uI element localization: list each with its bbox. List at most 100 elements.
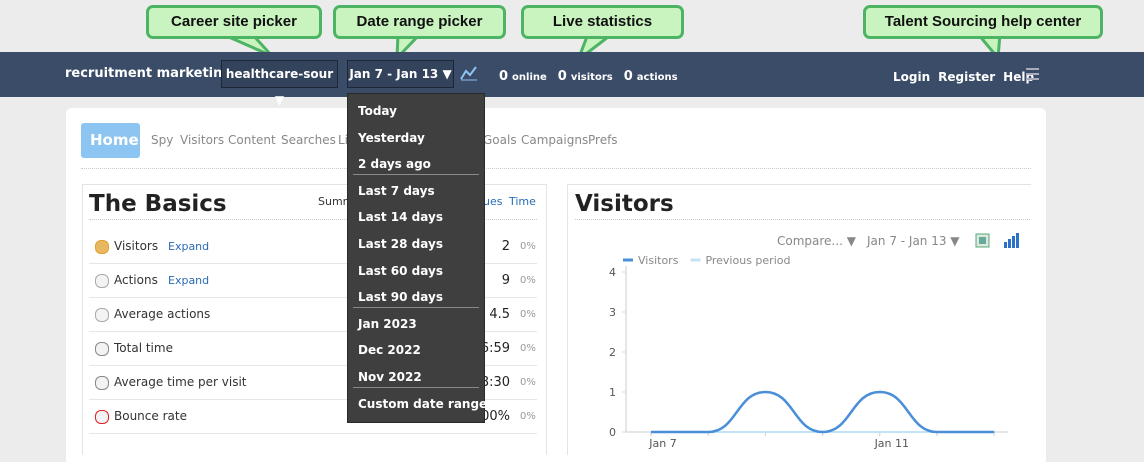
- compare-picker[interactable]: Compare... ▼: [777, 234, 856, 248]
- tab[interactable]: Li: [338, 133, 349, 147]
- bars-icon[interactable]: [1003, 233, 1019, 249]
- date-menu: Today Yesterday 2 days ago Last 7 days Last …: [347, 93, 501, 423]
- row-value: 8:30: [480, 375, 510, 390]
- export-icon[interactable]: [975, 233, 991, 249]
- tabs-divider: [81, 168, 1031, 169]
- menu-item[interactable]: Yesterday: [358, 130, 425, 145]
- callout: Career site picker: [146, 5, 322, 39]
- x-tick-label: Jan 7: [648, 437, 676, 450]
- menu-item[interactable]: Custom date range...: [358, 396, 501, 411]
- live-label: online: [512, 72, 547, 83]
- menu-separator: [353, 306, 479, 308]
- visitors-panel: [567, 184, 1031, 455]
- y-tick-label: 1: [609, 386, 616, 399]
- menu-item[interactable]: Last 60 days: [358, 263, 443, 278]
- expand-link[interactable]: Expand: [168, 274, 210, 287]
- row-label: Visitors: [114, 239, 159, 253]
- header-link[interactable]: ues: [483, 195, 503, 208]
- y-tick-label: 2: [609, 346, 616, 359]
- row-change: 0%: [520, 343, 536, 354]
- y-tick-label: 3: [609, 306, 616, 319]
- row-change: 0%: [520, 309, 536, 320]
- row-change: 0%: [520, 411, 536, 422]
- live-count: 0: [557, 69, 567, 84]
- tab[interactable]: Spy: [151, 133, 174, 147]
- menu-item[interactable]: 2 days ago: [358, 157, 431, 172]
- tab[interactable]: Campaigns: [521, 133, 589, 147]
- basics-panel: [82, 184, 547, 455]
- divider: [89, 219, 537, 220]
- row-divider: [89, 297, 537, 298]
- series-line: [650, 390, 995, 434]
- live-count: 0: [499, 69, 509, 84]
- row-label: Total time: [114, 341, 173, 355]
- row-change: 0%: [520, 377, 536, 388]
- expand-link[interactable]: Expand: [168, 240, 210, 253]
- row-change: 0%: [520, 241, 536, 252]
- row-icon: [95, 274, 109, 288]
- row-value: 00%: [481, 409, 510, 424]
- live-label: actions: [636, 72, 678, 83]
- y-tick-label: 0: [609, 426, 616, 439]
- home-tab-bg[interactable]: [81, 123, 140, 158]
- row-icon: [95, 342, 109, 356]
- divider: [575, 219, 1030, 220]
- date-picker[interactable]: Jan 7 - Jan 13 ▼: [347, 60, 454, 88]
- tab[interactable]: Searches: [281, 133, 336, 147]
- row-label: Actions: [114, 273, 158, 287]
- brand[interactable]: recruitment marketing: [65, 66, 232, 81]
- live-label: visitors: [570, 72, 613, 83]
- menu-item[interactable]: Last 14 days: [358, 210, 443, 225]
- live-count: 0: [623, 69, 633, 84]
- menu-item[interactable]: Dec 2022: [358, 343, 421, 358]
- header-link[interactable]: Time: [509, 195, 536, 208]
- tab[interactable]: Content: [228, 133, 276, 147]
- row-divider: [89, 433, 537, 434]
- menu-item[interactable]: Last 90 days: [358, 290, 443, 305]
- row-divider: [89, 399, 537, 400]
- x-tick-label: Jan 11: [874, 437, 909, 450]
- visitors-title: Visitors: [575, 191, 674, 217]
- menu-item[interactable]: Last 7 days: [358, 183, 435, 198]
- row-value: 4.5: [489, 307, 510, 322]
- row-divider: [89, 263, 537, 264]
- menu-separator: [353, 386, 479, 388]
- row-label: Bounce rate: [114, 409, 187, 423]
- row-icon: [95, 308, 109, 322]
- row-value: 6:59: [480, 341, 510, 356]
- menu-icon[interactable]: [1026, 68, 1040, 80]
- tab[interactable]: Goals: [483, 133, 517, 147]
- nav-link[interactable]: Login: [893, 70, 931, 84]
- menu-item[interactable]: Today: [358, 104, 397, 118]
- tab[interactable]: Visitors: [180, 133, 225, 147]
- header-link[interactable]: Summ: [318, 195, 354, 208]
- main-panel: [66, 108, 1046, 462]
- row-change: 0%: [520, 275, 536, 286]
- callout: Talent Sourcing help center: [863, 5, 1103, 39]
- y-tick-label: 4: [609, 266, 616, 279]
- row-divider: [89, 365, 537, 366]
- row-divider: [89, 331, 537, 332]
- menu-item[interactable]: Jan 2023: [358, 316, 417, 331]
- row-label: Average actions: [114, 307, 211, 321]
- nav-link[interactable]: Register: [938, 70, 996, 84]
- chart-icon[interactable]: [460, 65, 478, 81]
- tab[interactable]: Home: [90, 131, 139, 149]
- legend-label: Visitors: [638, 254, 679, 267]
- row-icon: [95, 376, 109, 390]
- menu-item[interactable]: Last 28 days: [358, 237, 443, 251]
- legend-label: Previous period: [705, 254, 790, 267]
- basics-title: The Basics: [89, 191, 227, 217]
- row-icon: [95, 410, 109, 424]
- site-picker[interactable]: healthcare-sour ▼: [221, 60, 338, 107]
- row-label: Average time per visit: [114, 375, 247, 389]
- row-value: 2: [501, 239, 510, 254]
- callout: Live statistics: [521, 5, 684, 39]
- tab[interactable]: Prefs: [588, 133, 618, 147]
- live-stats: 0 online 0 visitors 0 actions: [499, 65, 689, 84]
- callout: Date range picker: [333, 5, 506, 39]
- range-picker[interactable]: Jan 7 - Jan 13 ▼: [867, 234, 960, 248]
- menu-item[interactable]: Nov 2022: [358, 370, 422, 384]
